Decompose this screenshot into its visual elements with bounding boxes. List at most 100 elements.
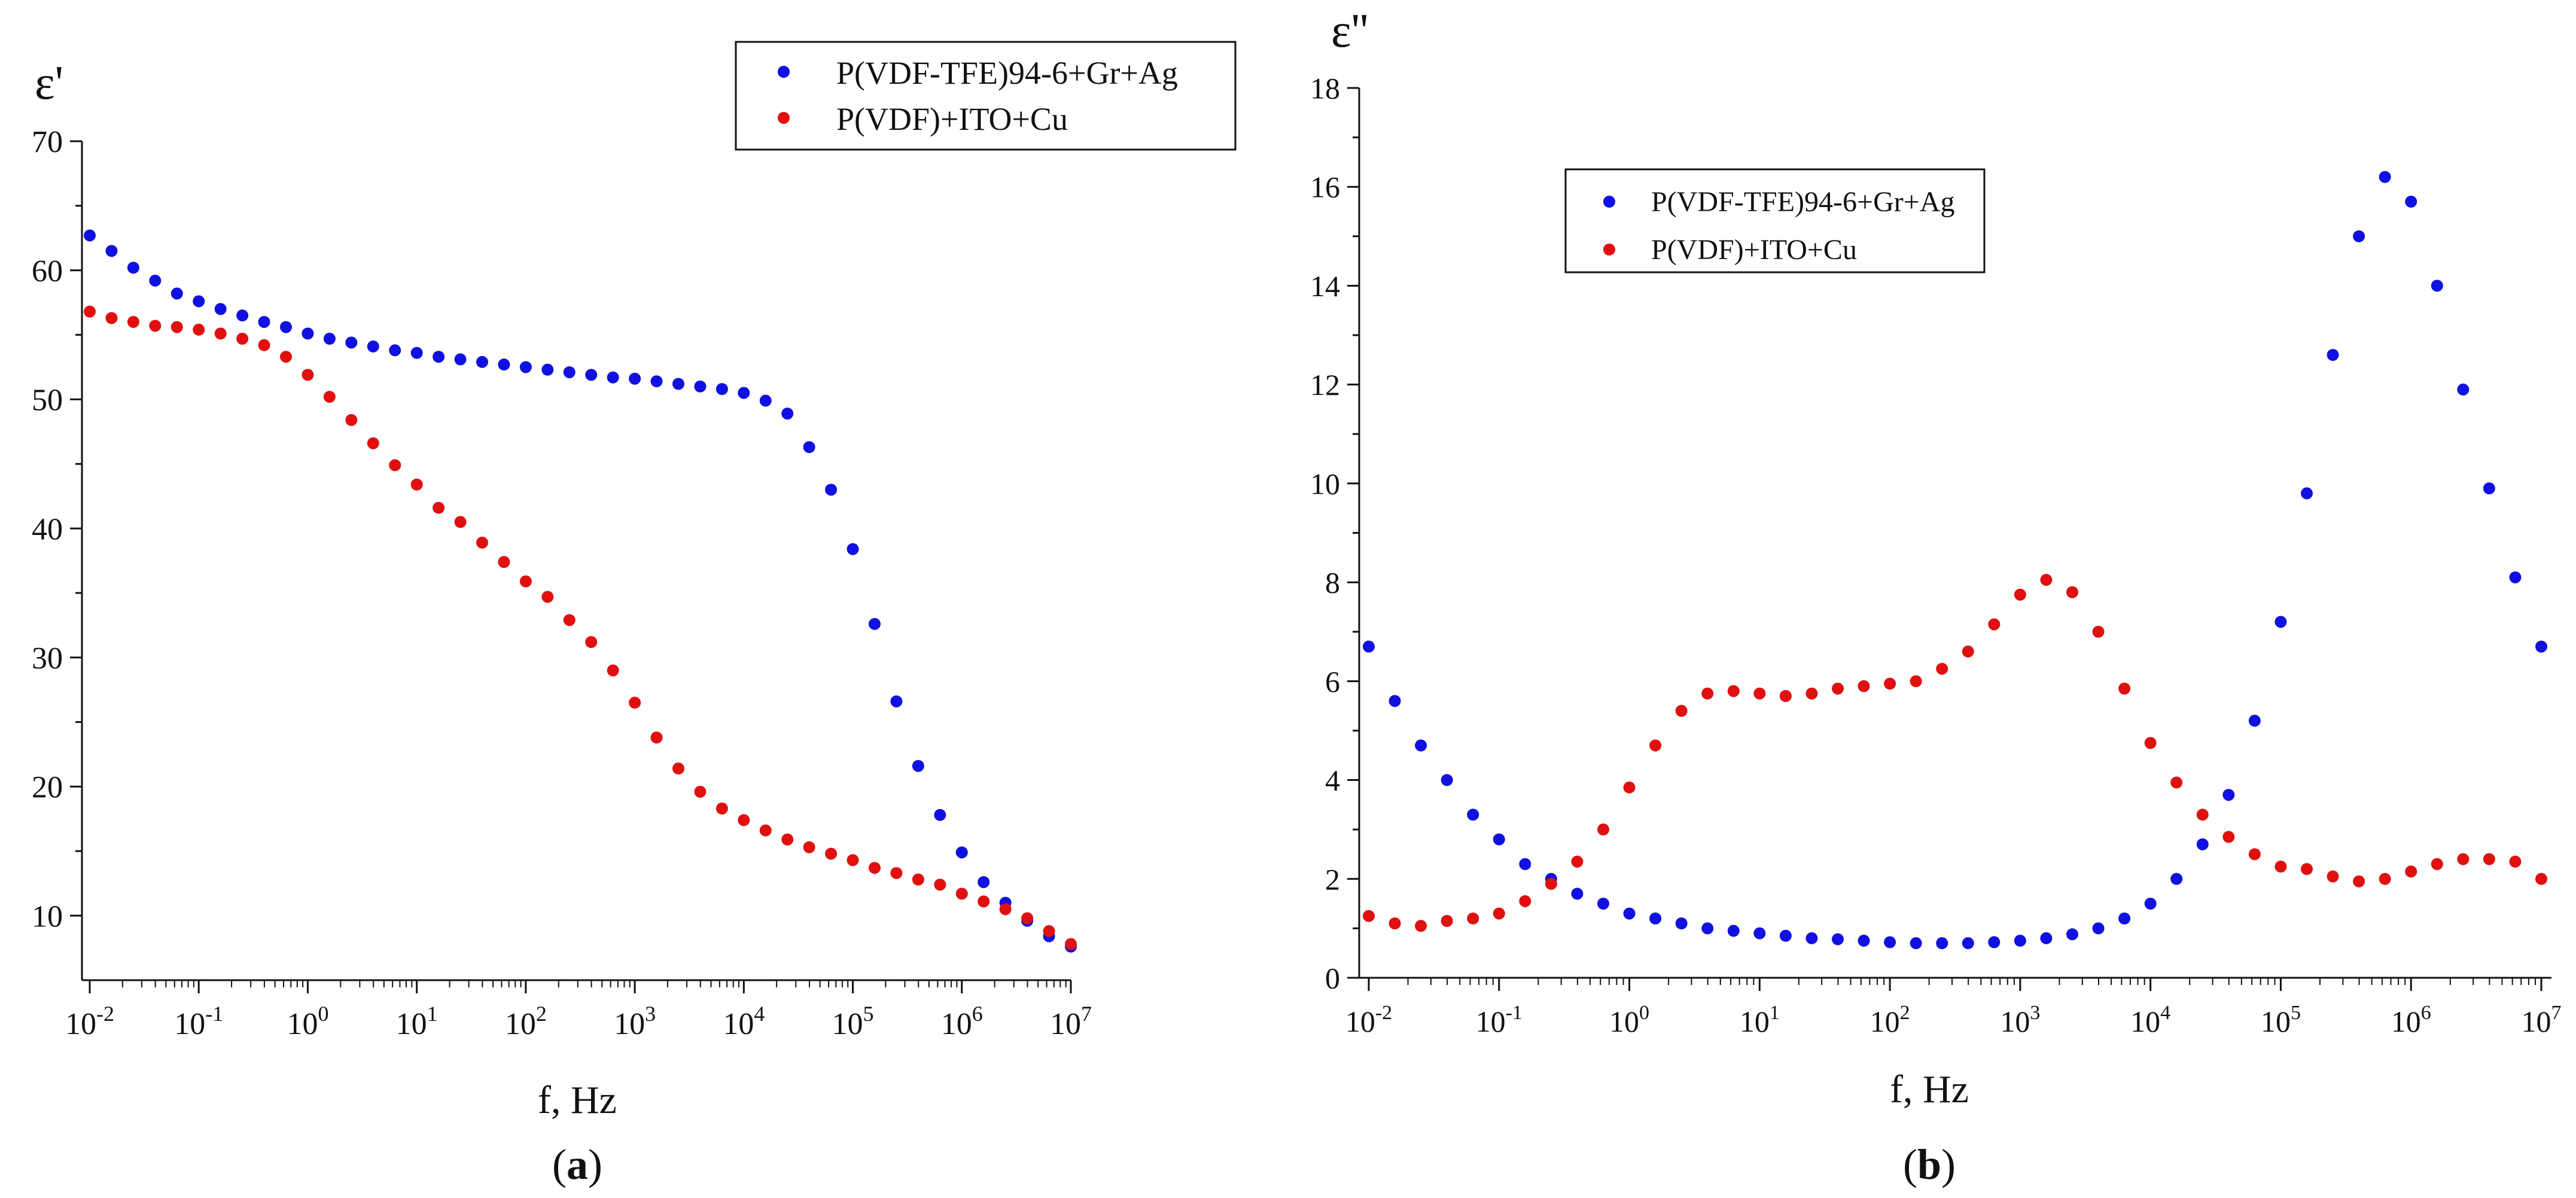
data-point-series-2 [2066, 586, 2078, 598]
x-tick-label: 101 [1740, 1002, 1780, 1038]
y-tick-label: 10 [32, 899, 63, 934]
data-point-series-1 [563, 366, 576, 379]
data-point-series-2 [170, 321, 183, 333]
data-point-series-1 [1519, 858, 1531, 870]
data-point-series-1 [1623, 907, 1636, 920]
x-tick-label: 106 [941, 1002, 983, 1041]
data-point-series-2 [1467, 912, 1479, 925]
data-point-series-1 [105, 245, 118, 257]
data-point-series-2 [563, 614, 576, 627]
data-point-series-2 [433, 501, 445, 514]
data-point-series-2 [978, 895, 990, 908]
data-point-series-1 [280, 321, 292, 333]
data-points [84, 229, 1077, 953]
data-point-series-2 [2353, 875, 2365, 887]
x-tick-label: 105 [832, 1002, 874, 1041]
data-point-series-2 [149, 320, 162, 332]
x-tick-label: 103 [2000, 1002, 2040, 1038]
data-point-series-2 [1545, 878, 1557, 890]
data-point-series-1 [236, 309, 249, 322]
data-point-series-1 [2483, 482, 2495, 495]
y-tick-label: 50 [32, 384, 63, 418]
data-point-series-2 [519, 575, 532, 588]
data-point-series-1 [149, 274, 162, 287]
data-point-series-2 [2170, 776, 2183, 789]
data-point-series-2 [694, 786, 707, 798]
data-point-series-1 [1805, 932, 1818, 944]
y-tick-label: 40 [32, 512, 63, 546]
data-point-series-2 [803, 841, 815, 853]
x-ticks: 10-2 10-1 100 101 102 103 104 105 106 107 [1345, 978, 2562, 1038]
data-point-series-1 [629, 372, 641, 385]
legend-marker-blue [778, 66, 790, 78]
x-tick-label: 107 [2522, 1002, 2562, 1038]
data-point-series-2 [1701, 687, 1714, 700]
data-point-series-1 [890, 695, 903, 708]
data-point-series-1 [1441, 774, 1453, 786]
x-tick-label: 106 [2391, 1002, 2431, 1038]
data-point-series-2 [1389, 917, 1401, 930]
legend-marker-red [1603, 244, 1615, 256]
data-point-series-2 [890, 866, 903, 879]
y-tick-label: 2 [1325, 862, 1340, 896]
legend: P(VDF-TFE)94-6+Gr+Ag P(VDF)+ITO+Cu [735, 41, 1237, 151]
x-tick-label: 100 [287, 1002, 328, 1041]
data-point-series-2 [214, 327, 227, 340]
data-point-series-1 [955, 846, 968, 859]
data-point-series-1 [1571, 887, 1584, 900]
data-point-series-1 [323, 333, 336, 345]
data-point-series-2 [955, 887, 968, 900]
data-point-series-2 [2431, 858, 2443, 870]
data-point-series-1 [738, 387, 750, 399]
data-point-series-1 [803, 441, 815, 454]
data-point-series-1 [2327, 349, 2339, 361]
data-point-series-2 [389, 459, 401, 472]
data-point-series-1 [127, 262, 139, 274]
data-point-series-1 [2274, 616, 2287, 628]
data-point-series-1 [2170, 872, 2183, 885]
data-point-series-2 [541, 591, 554, 603]
data-point-series-2 [302, 369, 314, 381]
data-point-series-2 [2379, 872, 2391, 885]
data-point-series-2 [738, 814, 750, 826]
data-point-series-1 [2144, 898, 2157, 910]
data-point-series-1 [476, 355, 488, 368]
data-point-series-1 [1363, 640, 1375, 653]
legend-label: P(VDF)+ITO+Cu [1651, 234, 1857, 266]
data-point-series-1 [2457, 383, 2470, 396]
data-point-series-1 [410, 346, 423, 359]
y-tick-label: 60 [32, 254, 63, 288]
data-point-series-1 [454, 353, 467, 366]
data-point-series-1 [2405, 196, 2417, 208]
data-point-series-1 [1493, 833, 1505, 846]
data-point-series-2 [2509, 855, 2522, 868]
data-point-series-2 [2327, 870, 2339, 883]
data-point-series-1 [2040, 932, 2053, 944]
data-point-series-2 [2405, 865, 2417, 878]
data-point-series-2 [999, 903, 1012, 916]
data-point-series-1 [1779, 929, 1792, 942]
data-point-series-1 [2196, 838, 2209, 850]
data-point-series-2 [1065, 938, 1077, 950]
data-point-series-1 [2092, 922, 2105, 935]
data-points [1363, 171, 2547, 950]
data-point-series-2 [258, 339, 270, 351]
data-point-series-2 [236, 333, 249, 345]
legend-box [735, 41, 1237, 151]
data-point-series-2 [1363, 910, 1375, 922]
data-point-series-1 [1753, 927, 1766, 939]
legend-label: P(VDF-TFE)94-6+Gr+Ag [836, 55, 1178, 91]
data-point-series-1 [650, 375, 663, 388]
data-point-series-1 [1858, 935, 1870, 947]
data-point-series-2 [715, 802, 728, 815]
data-point-series-2 [585, 636, 598, 648]
data-point-series-2 [84, 305, 96, 318]
data-point-series-2 [1727, 685, 1740, 697]
data-point-series-2 [2274, 861, 2287, 873]
data-point-series-1 [302, 327, 314, 340]
data-point-series-2 [1753, 687, 1766, 700]
data-point-series-2 [2092, 625, 2105, 638]
y-tick-label: 20 [32, 771, 63, 805]
data-point-series-1 [2118, 912, 2131, 925]
